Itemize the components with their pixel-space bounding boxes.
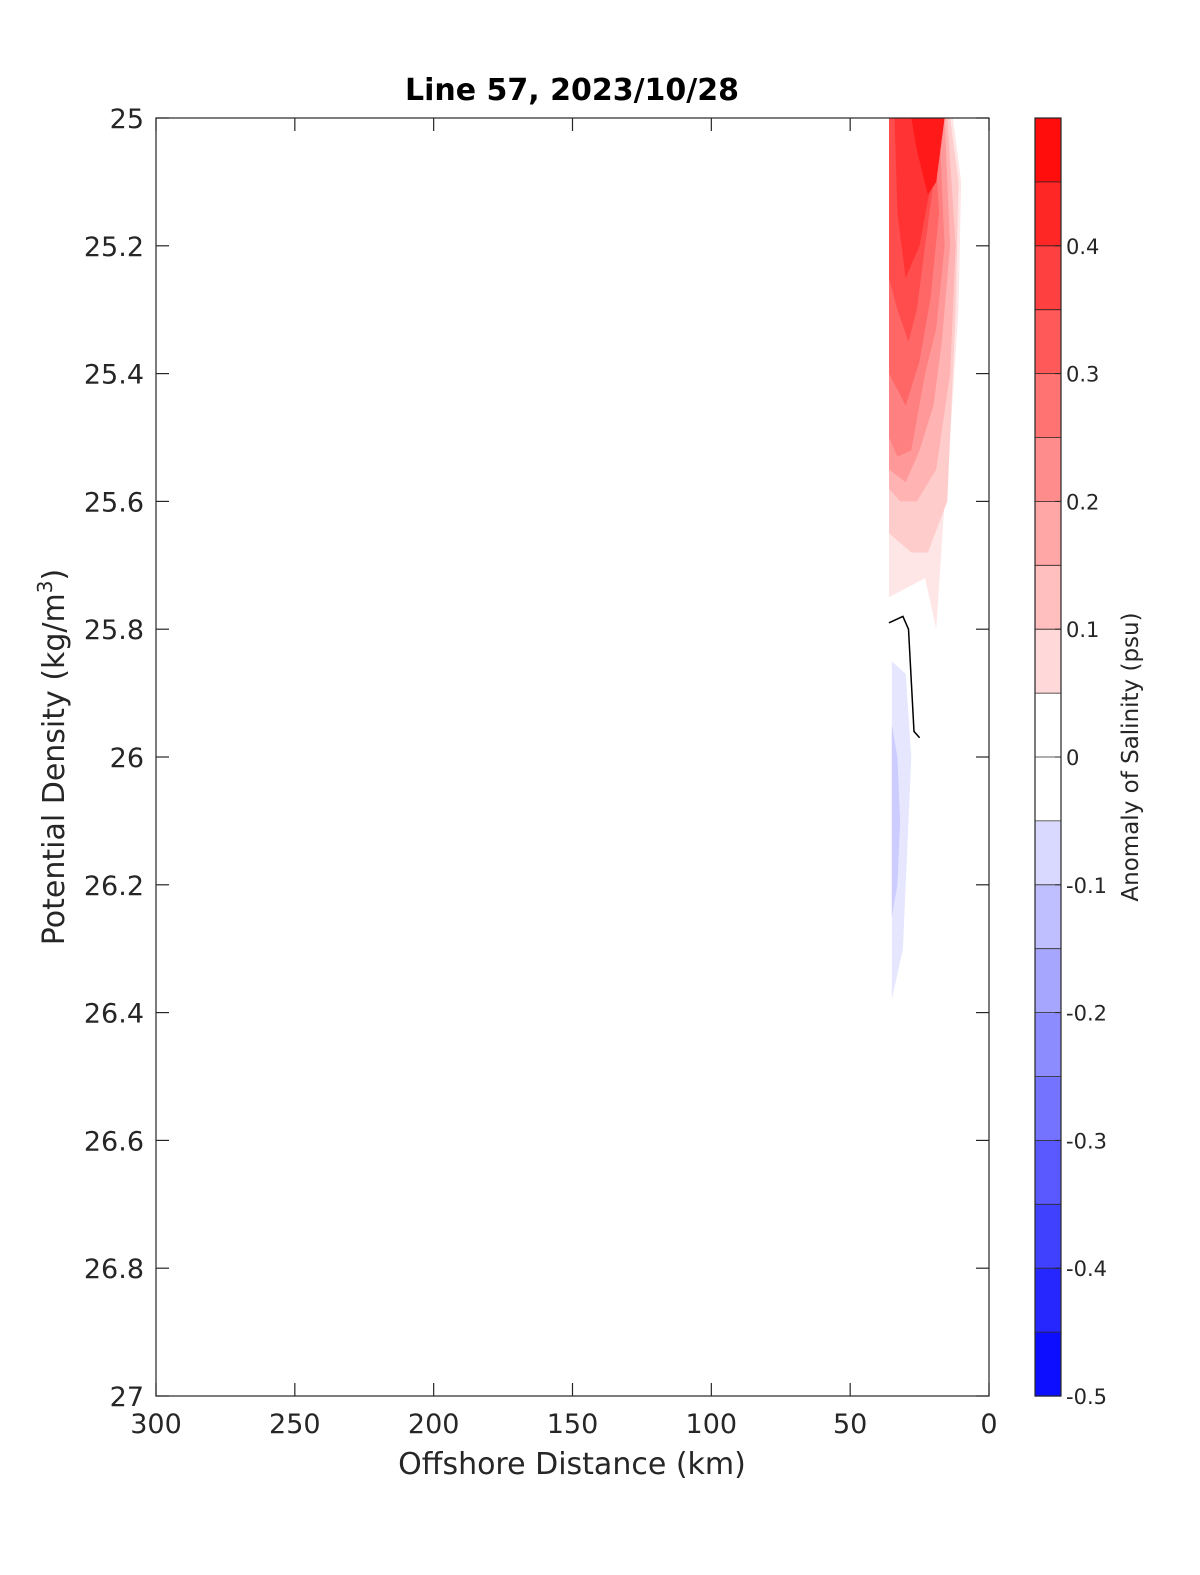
chart-title: Line 57, 2023/10/28 bbox=[405, 73, 739, 108]
colorbar-tick-label: -0.1 bbox=[1066, 874, 1107, 898]
y-tick-label: 25.4 bbox=[84, 360, 144, 391]
colorbar-label: Anomaly of Salinity (psu) bbox=[1118, 612, 1144, 901]
colorbar-swatch bbox=[1035, 309, 1061, 375]
colorbar-swatch bbox=[1035, 1204, 1061, 1269]
colorbar-swatch bbox=[1035, 1076, 1061, 1141]
contour-region bbox=[891, 661, 912, 1000]
colorbar-tick-label: 0.2 bbox=[1066, 490, 1099, 514]
colorbar-swatch bbox=[1035, 629, 1061, 694]
colorbar-swatch bbox=[1035, 884, 1061, 950]
y-tick-label: 27 bbox=[110, 1382, 144, 1413]
y-tick-label: 25.8 bbox=[84, 615, 144, 646]
contour-region bbox=[891, 725, 901, 917]
y-tick-label: 25.2 bbox=[84, 232, 144, 263]
x-tick-label: 50 bbox=[833, 1409, 867, 1440]
colorbar-tick-label: -0.3 bbox=[1066, 1129, 1107, 1153]
colorbar-tick-label: -0.2 bbox=[1066, 1002, 1107, 1026]
x-tick-label: 100 bbox=[686, 1409, 738, 1440]
x-tick-label: 0 bbox=[980, 1409, 997, 1440]
y-tick-label: 25.6 bbox=[84, 487, 144, 518]
y-tick-label: 25 bbox=[110, 104, 144, 135]
y-axis-label: Potential Density (kg/m3) bbox=[33, 569, 72, 945]
y-tick-label: 26.8 bbox=[84, 1254, 144, 1285]
y-tick-label: 26.4 bbox=[84, 999, 144, 1030]
zero-contour-layer bbox=[888, 615, 921, 739]
y-axis-label-superscript: 3 bbox=[33, 580, 57, 593]
colorbar-swatch bbox=[1035, 757, 1061, 822]
colorbar-swatch bbox=[1035, 1332, 1061, 1397]
y-tick-label: 26 bbox=[110, 743, 144, 774]
colorbar-tick-label: 0.1 bbox=[1066, 618, 1099, 642]
x-tick-label: 200 bbox=[408, 1409, 460, 1440]
colorbar-swatch bbox=[1035, 373, 1061, 439]
colorbar-swatch bbox=[1035, 1012, 1061, 1078]
colorbar: 0.4 0.3 0.2 0.1 0 -0.1 -0.2 -0.3 -0.4 -0.5 Anomal… bbox=[1034, 117, 1144, 1409]
contour-fill-layer bbox=[889, 118, 962, 1000]
x-tick-label: 150 bbox=[547, 1409, 599, 1440]
colorbar-swatch bbox=[1035, 820, 1061, 886]
y-axis-label-main: Potential Density (kg/m bbox=[37, 593, 72, 945]
colorbar-tick-label: -0.5 bbox=[1066, 1385, 1107, 1409]
plot-area: 300 250 200 150 100 50 0 2525.225.425.625.8262… bbox=[84, 104, 998, 1440]
x-tick-label: 300 bbox=[130, 1409, 182, 1440]
x-axis-label: Offshore Distance (km) bbox=[398, 1447, 746, 1482]
plot-background bbox=[156, 118, 989, 1396]
colorbar-swatch bbox=[1035, 948, 1061, 1014]
y-tick-label: 26.2 bbox=[84, 871, 144, 902]
colorbar-swatch bbox=[1035, 181, 1061, 247]
colorbar-swatch bbox=[1035, 693, 1061, 758]
colorbar-tick-label: 0.3 bbox=[1066, 363, 1099, 387]
colorbar-swatch bbox=[1035, 1268, 1061, 1333]
colorbar-swatch bbox=[1035, 1140, 1061, 1205]
colorbar-ticks: 0.4 0.3 0.2 0.1 0 -0.1 -0.2 -0.3 -0.4 -0.5 bbox=[1055, 235, 1107, 1409]
zero-contour-line bbox=[888, 615, 921, 739]
colorbar-tick-label: 0 bbox=[1066, 746, 1079, 770]
colorbar-swatch bbox=[1035, 501, 1061, 566]
colorbar-tick-label: -0.4 bbox=[1066, 1257, 1107, 1281]
colorbar-swatch bbox=[1035, 565, 1061, 630]
y-axis-label-close: ) bbox=[37, 569, 72, 581]
y-axis: 25 25.2 25.4 25.6 25.8 26 26.2 26.4 26.6 26.8 27 bbox=[84, 104, 989, 1413]
x-axis: 300 250 200 150 100 50 0 bbox=[130, 118, 998, 1440]
y-tick-label: 26.6 bbox=[84, 1126, 144, 1157]
contour-region bbox=[911, 118, 945, 195]
colorbar-tick-label: 0.4 bbox=[1066, 235, 1099, 259]
colorbar-swatch bbox=[1035, 437, 1061, 502]
colorbar-swatch bbox=[1035, 118, 1061, 183]
colorbar-swatches bbox=[1035, 118, 1061, 1397]
x-tick-label: 250 bbox=[269, 1409, 321, 1440]
colorbar-swatch bbox=[1035, 245, 1061, 311]
